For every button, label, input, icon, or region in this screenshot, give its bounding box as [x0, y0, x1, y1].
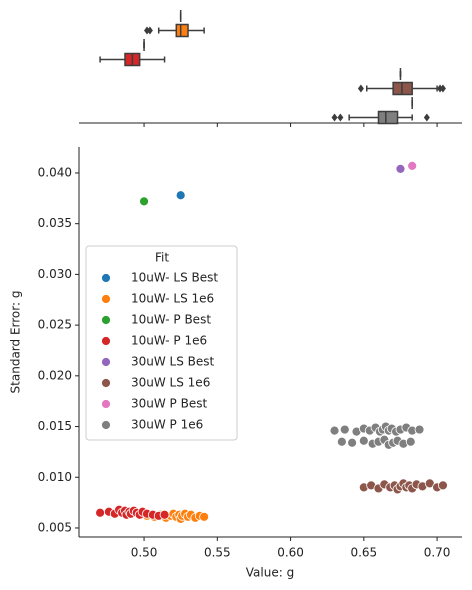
- legend-label: 10uW- P Best: [131, 313, 211, 327]
- x-tick-label: 0.50: [131, 546, 158, 560]
- box: [377, 110, 399, 125]
- legend-marker: [101, 336, 111, 346]
- point: [347, 437, 358, 448]
- legend-marker: [101, 273, 111, 283]
- y-tick-label: 0.010: [38, 470, 72, 484]
- point: [438, 480, 448, 491]
- legend-label: 10uW- P 1e6: [131, 334, 207, 348]
- x-tick-label: 0.65: [350, 546, 377, 560]
- point: [424, 478, 435, 489]
- flier: [337, 113, 344, 122]
- legend-marker: [101, 294, 111, 304]
- y-tick-label: 0.020: [38, 368, 72, 382]
- legend-marker: [101, 420, 111, 430]
- legend-label: 30uW P 1e6: [131, 418, 203, 432]
- point: [339, 424, 350, 435]
- legend-label: 10uW- LS 1e6: [131, 292, 214, 306]
- y-tick-label: 0.035: [38, 216, 72, 230]
- point: [336, 436, 347, 447]
- x-tick-label: 0.70: [424, 546, 451, 560]
- x-axis-label: Value: g: [246, 566, 294, 580]
- legend-box: [85, 245, 238, 441]
- point: [407, 160, 418, 171]
- point: [199, 511, 210, 522]
- box: [175, 23, 189, 38]
- y-tick-label: 0.040: [38, 165, 72, 179]
- legend-label: 30uW LS Best: [131, 355, 215, 369]
- legend-label: 30uW P Best: [131, 397, 207, 411]
- point: [139, 196, 149, 207]
- legend-title: Fit: [155, 251, 169, 265]
- legend-marker: [101, 378, 111, 388]
- point: [358, 435, 369, 446]
- legend-label: 30uW LS 1e6: [131, 376, 210, 390]
- point: [95, 507, 105, 518]
- y-tick-label: 0.005: [38, 520, 72, 534]
- flier: [331, 113, 338, 122]
- flier: [423, 113, 430, 122]
- point: [329, 425, 340, 436]
- flier: [146, 26, 153, 35]
- x-tick-label: 0.60: [277, 546, 304, 560]
- legend-marker: [101, 357, 111, 367]
- legend-marker: [101, 399, 111, 409]
- point: [159, 509, 170, 520]
- y-axis-label: Standard Error: g: [9, 291, 23, 394]
- point: [405, 436, 416, 447]
- y-tick-label: 0.015: [38, 419, 72, 433]
- point: [414, 424, 425, 435]
- x-tick-label: 0.55: [204, 546, 231, 560]
- flier: [357, 84, 364, 93]
- y-tick-label: 0.025: [38, 318, 72, 332]
- point: [395, 164, 406, 174]
- legend-marker: [101, 315, 111, 325]
- flier: [439, 84, 446, 93]
- legend-label: 10uW- LS Best: [131, 271, 218, 285]
- point: [175, 190, 186, 201]
- y-tick-label: 0.030: [38, 267, 72, 281]
